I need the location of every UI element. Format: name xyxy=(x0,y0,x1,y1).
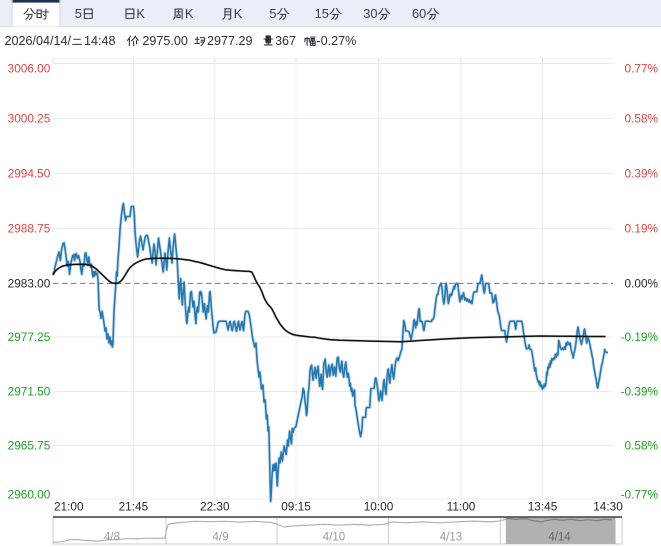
svg-text:4/9: 4/9 xyxy=(213,532,229,544)
svg-text:4/8: 4/8 xyxy=(104,532,120,544)
svg-text:367: 367 xyxy=(275,34,296,48)
svg-text:0.58%: 0.58% xyxy=(625,112,659,126)
svg-text:30: 30 xyxy=(363,6,377,21)
svg-text:21:00: 21:00 xyxy=(54,500,84,514)
svg-text:2960.00: 2960.00 xyxy=(8,488,51,502)
svg-text:11:00: 11:00 xyxy=(447,500,476,514)
svg-text:-0.19%: -0.19% xyxy=(621,330,659,344)
svg-text:-0.39%: -0.39% xyxy=(621,385,659,399)
svg-text:3006.00: 3006.00 xyxy=(8,62,51,76)
svg-text:21:45: 21:45 xyxy=(119,500,149,514)
svg-text:22:30: 22:30 xyxy=(200,500,230,514)
svg-text:2975.00: 2975.00 xyxy=(142,34,188,48)
svg-text:0.39%: 0.39% xyxy=(625,167,659,181)
svg-text:14:30: 14:30 xyxy=(593,500,623,514)
svg-text:2971.50: 2971.50 xyxy=(8,385,51,399)
svg-text:2026/04/14/: 2026/04/14/ xyxy=(5,34,72,48)
svg-text:4/10: 4/10 xyxy=(323,532,345,544)
svg-text:K: K xyxy=(136,6,145,21)
svg-text:2965.75: 2965.75 xyxy=(8,439,51,453)
svg-text:60: 60 xyxy=(412,6,426,21)
svg-text:15: 15 xyxy=(315,6,329,21)
svg-text:14:48: 14:48 xyxy=(84,34,116,48)
svg-text:09:15: 09:15 xyxy=(281,500,311,514)
svg-text:K: K xyxy=(234,6,243,21)
svg-text:4/13: 4/13 xyxy=(440,532,462,544)
svg-text:0.19%: 0.19% xyxy=(625,222,659,236)
svg-text:-0.77%: -0.77% xyxy=(621,488,659,502)
svg-text:0.00%: 0.00% xyxy=(625,277,659,291)
svg-text:-0.27%: -0.27% xyxy=(316,34,356,48)
svg-text:10:00: 10:00 xyxy=(364,500,394,514)
svg-text:0.77%: 0.77% xyxy=(625,62,659,76)
svg-text:5: 5 xyxy=(75,6,82,21)
svg-text:3000.25: 3000.25 xyxy=(8,112,51,126)
svg-text:2994.50: 2994.50 xyxy=(8,167,51,181)
svg-text:2988.75: 2988.75 xyxy=(8,222,51,236)
svg-text:2977.25: 2977.25 xyxy=(8,330,51,344)
svg-text:13:45: 13:45 xyxy=(528,500,558,514)
svg-text:5: 5 xyxy=(269,6,276,21)
svg-text:2983.00: 2983.00 xyxy=(8,277,51,291)
svg-text:K: K xyxy=(185,6,194,21)
svg-text:4/14: 4/14 xyxy=(548,532,571,544)
svg-text:0.58%: 0.58% xyxy=(625,439,659,453)
svg-text:2977.29: 2977.29 xyxy=(207,34,253,48)
